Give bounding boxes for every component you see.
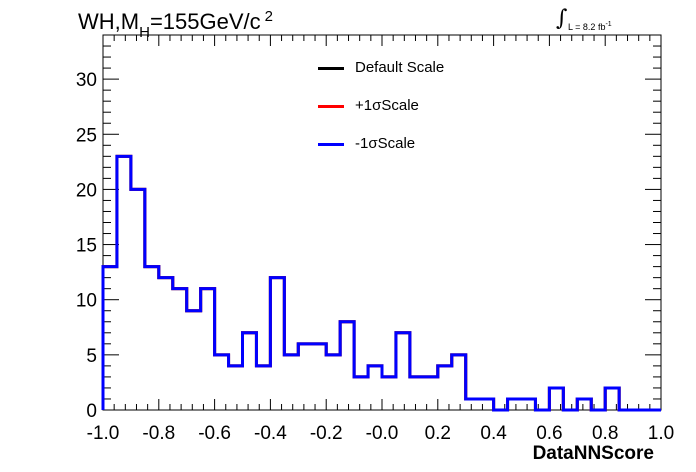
legend-label-minus1sigma: -1σScale [355,135,416,152]
x-tick-label: 1.0 [648,423,674,444]
y-tick-label: 25 [76,125,97,146]
x-tick-label: -0.8 [142,423,175,444]
x-tick-label: -0.4 [254,423,287,444]
legend-label-plus1sigma: +1σScale [355,97,419,114]
title-subscript: H [139,24,150,41]
x-tick-label: -0.2 [310,423,343,444]
x-tick-label: 0.2 [425,423,451,444]
legend-swatch-minus1sigma [318,143,344,146]
legend: Default Scale +1σScale -1σScale [318,56,468,170]
y-tick-label: 20 [76,180,97,201]
legend-entry-plus1sigma: +1σScale [318,94,468,132]
x-tick-label: -1.0 [87,423,120,444]
legend-entry-minus1sigma: -1σScale [318,132,468,170]
x-tick-label: -0.6 [198,423,231,444]
x-tick-label: -0.0 [366,423,399,444]
series-line-2 [101,154,661,412]
axis-tick-labels: -1.0 -0.8 -0.6 -0.4 -0.2 -0.0 0.2 0.4 0.6 0.8 1.0 0… [76,70,674,444]
y-tick-label: 10 [76,291,97,312]
y-tick-label: 0 [86,401,97,422]
legend-label-default: Default Scale [355,59,445,76]
x-tick-label: 0.8 [592,423,618,444]
y-tick-label: 15 [76,236,97,257]
integral-symbol: ∫ [556,6,568,31]
title-superscript: 2 [264,8,273,25]
y-tick-label: 30 [76,70,97,91]
y-tick-label: 5 [86,346,97,367]
x-tick-label: 0.6 [536,423,562,444]
histogram-series [101,154,661,412]
title-prefix: WH,M [78,9,140,34]
legend-swatch-default [318,67,344,70]
luminosity-unit-exponent: -1 [605,21,612,28]
x-tick-label: 0.4 [480,423,507,444]
title-main-text: =155GeV/c [149,9,261,34]
x-axis-title: DataNNScore [532,443,654,464]
legend-swatch-plus1sigma [318,105,344,108]
luminosity-text: L = 8.2 fb-1 [568,21,612,32]
chart-title: WH,MH=155GeV/c 2 [78,8,273,41]
legend-entry-default: Default Scale [318,56,468,94]
luminosity-value: L = 8.2 fb [568,22,606,32]
